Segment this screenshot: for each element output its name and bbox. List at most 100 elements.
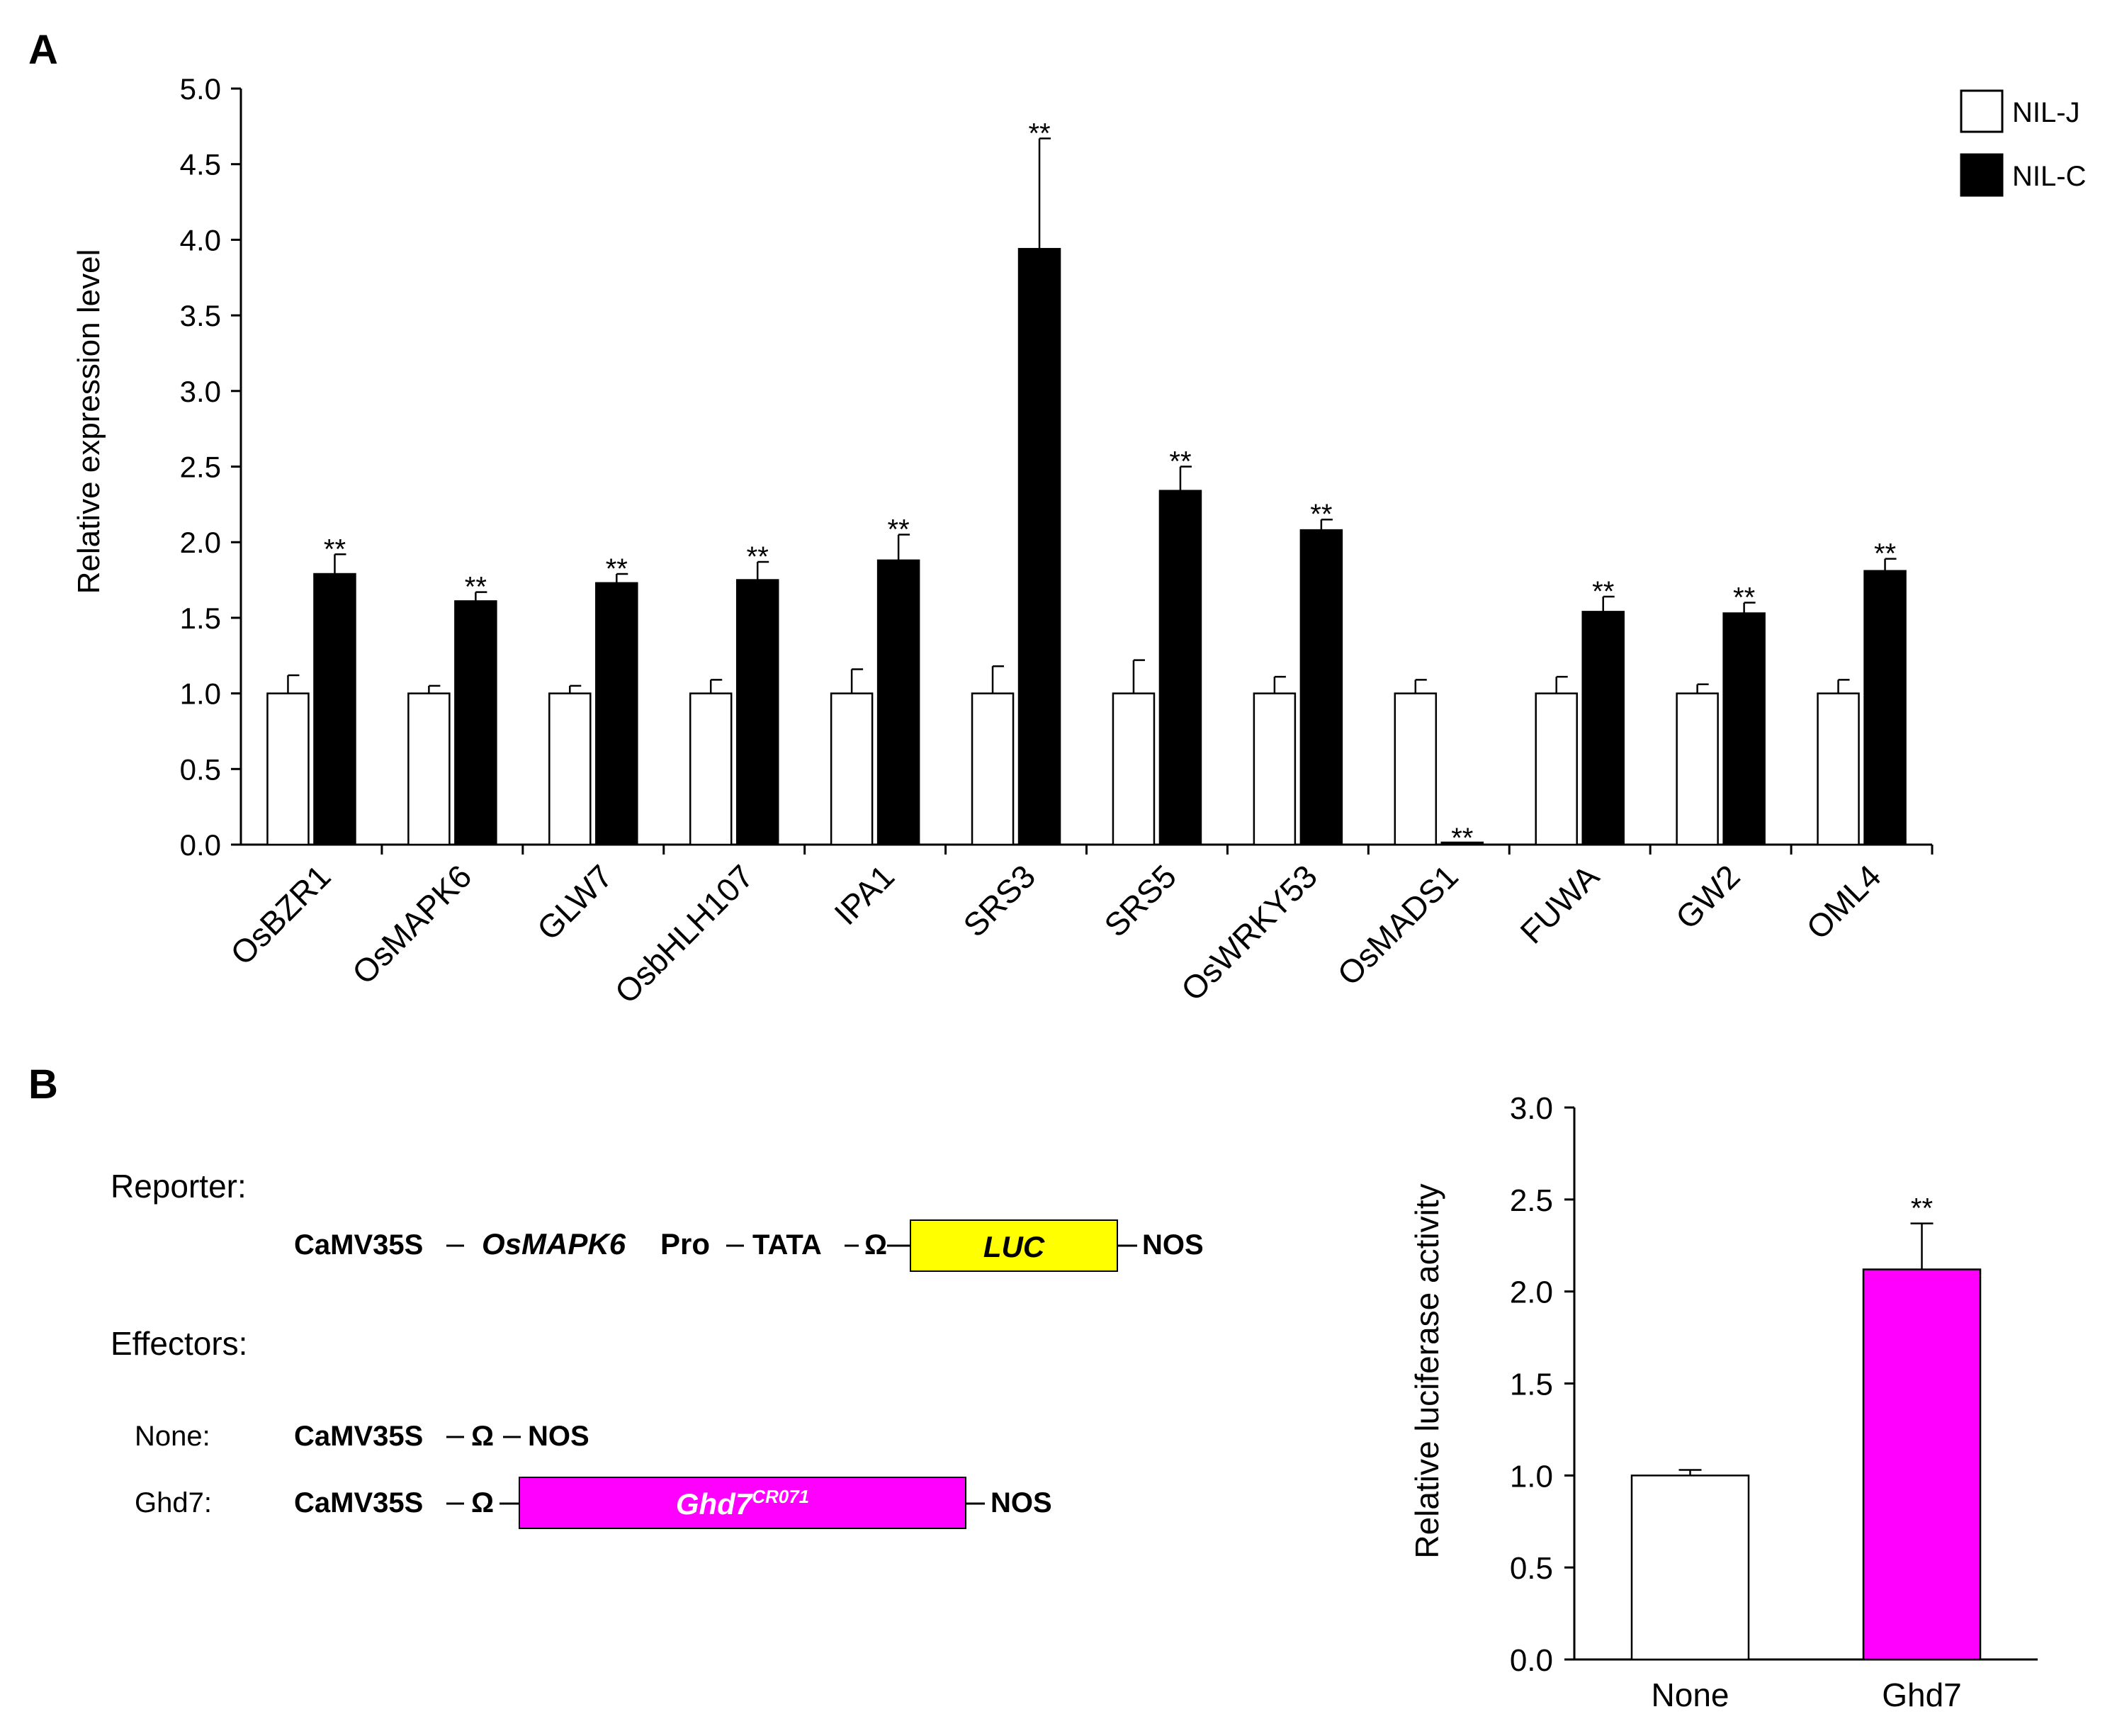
bar-nil-j-oswrky53 [1253,692,1297,846]
bar-nil-c-osbhlh107 [735,579,779,846]
significance-marker: ** [1451,823,1473,854]
bar-nil-c-osmapk6 [454,600,497,846]
category-label-gw2: GW2 [1669,857,1747,936]
expression-y-tick-label: 1.0 [180,677,221,711]
bar-luciferase-none [1630,1475,1750,1661]
significance-marker: ** [1310,499,1332,530]
reporter-terminator: NOS [1142,1229,1204,1261]
bar-nil-c-fuwa [1581,611,1625,846]
luciferase-y-tick-label: 0.5 [1510,1551,1553,1586]
bar-nil-j-glw7 [548,692,592,846]
expression-chart: Relative expression level 0.0 0.5 1.0 1.5 2.… [72,72,2086,1010]
expression-y-tick-label: 2.5 [180,451,221,484]
none-terminator: NOS [528,1421,589,1452]
bar-nil-j-ipa1 [830,692,874,846]
reporter-promoter: CaMV35S [294,1229,423,1261]
luciferase-y-tick-label: 1.5 [1510,1368,1553,1402]
category-label-osbhlh107: OsbHLH107 [608,857,761,1010]
expression-y-tick-label: 2.0 [180,526,221,559]
ghd7-box [519,1477,966,1529]
reporter-gene: OsMAPK6 [482,1227,626,1261]
luciferase-category-none: None [1652,1676,1729,1713]
ghd7-promoter: CaMV35S [294,1487,423,1518]
bar-nil-j-osmapk6 [407,692,451,846]
bar-nil-j-fuwa [1535,692,1578,846]
luciferase-y-axis-label: Relative luciferase activity [1409,1183,1445,1558]
reporter-tata: TATA [752,1229,822,1261]
none-omega: Ω [471,1421,494,1452]
reporter-omega: Ω [864,1229,887,1261]
ghd7-box-superscript: CR071 [752,1486,809,1507]
luc-box [910,1219,1118,1272]
legend-swatch-nil-c [1960,153,2004,197]
significance-marker: ** [1028,118,1050,149]
ghd7-terminator: NOS [991,1487,1052,1518]
significance-marker: ** [1911,1193,1933,1224]
bar-nil-j-srs5 [1112,692,1156,846]
bar-nil-j-osbzr1 [266,692,310,846]
luc-label: LUC [983,1230,1045,1263]
expression-y-tick-label: 4.5 [180,148,221,181]
legend-label-nil-j: NIL-J [2012,97,2080,128]
significance-marker: ** [1169,446,1191,478]
panel-a-label: A [28,27,58,73]
category-label-osbzr1: OsBZR1 [223,857,337,971]
luciferase-y-tick-label: 2.5 [1510,1183,1553,1218]
significance-marker: ** [888,514,910,546]
none-effector-name: None: [135,1421,210,1452]
bar-nil-j-srs3 [971,692,1015,846]
category-label-fuwa: FUWA [1513,857,1606,951]
expression-y-axis-label: Relative expression level [72,249,106,594]
legend-label-nil-c: NIL-C [2012,161,2086,192]
category-label-srs3: SRS3 [956,857,1042,944]
bar-nil-c-osbzr1 [313,573,356,846]
category-label-srs5: SRS5 [1097,857,1183,944]
category-label-osmapk6: OsMAPK6 [345,857,479,991]
category-label-glw7: GLW7 [530,857,620,947]
legend-swatch-nil-j [1960,89,2004,133]
bar-nil-c-srs3 [1017,247,1061,846]
bar-nil-c-oml4 [1863,570,1907,846]
significance-marker: ** [747,541,769,573]
bar-nil-j-oml4 [1817,692,1860,846]
bar-nil-c-osmads1 [1440,841,1484,846]
reporter-heading: Reporter: [111,1168,247,1205]
bar-luciferase-ghd7 [1862,1268,1982,1661]
category-label-ipa1: IPA1 [827,857,901,932]
construct-diagram: Reporter: CaMV35S OsMAPK6 Pro TATA Ω LUC… [111,1168,1204,1529]
category-label-oswrky53: OsWRKY53 [1174,857,1324,1008]
significance-marker: ** [1733,582,1755,614]
expression-y-tick-label: 3.0 [180,375,221,408]
ghd7-omega: Ω [471,1487,494,1518]
bar-nil-c-oswrky53 [1299,529,1343,846]
ghd7-box-gene: Ghd7 [676,1487,753,1521]
category-label-osmads1: OsMADS1 [1330,857,1464,992]
effectors-heading: Effectors: [111,1325,247,1362]
luciferase-y-tick-label: 0.0 [1510,1643,1553,1678]
luciferase-y-tick-label: 3.0 [1510,1091,1553,1126]
luciferase-chart: Relative luciferase activity 0.0 0.5 1.0 1.… [1409,1091,2038,1713]
significance-marker: ** [465,572,487,603]
expression-y-tick-label: 3.5 [180,299,221,332]
luciferase-y-tick-label: 2.0 [1510,1275,1553,1310]
bar-nil-c-ipa1 [876,559,920,846]
expression-y-tick-label: 1.5 [180,602,221,635]
expression-y-tick-label: 5.0 [180,72,221,106]
category-label-oml4: OML4 [1799,857,1887,946]
ghd7-box-label: Ghd7CR071 [676,1486,809,1521]
reporter-gene-suffix: Pro [660,1227,710,1261]
panel-b-label: B [28,1061,58,1107]
significance-marker: ** [1874,539,1896,570]
legend: NIL-J NIL-C [1960,89,2086,197]
bar-nil-j-gw2 [1676,692,1719,846]
expression-y-tick-label: 4.0 [180,223,221,257]
bar-nil-c-glw7 [595,582,638,846]
expression-y-tick-label: 0.5 [180,753,221,786]
significance-marker: ** [1592,576,1614,607]
bar-nil-c-srs5 [1158,490,1202,846]
luciferase-category-ghd7: Ghd7 [1882,1676,1962,1713]
bar-nil-j-osmads1 [1394,692,1438,846]
bar-nil-j-osbhlh107 [689,692,733,846]
none-promoter: CaMV35S [294,1421,423,1452]
